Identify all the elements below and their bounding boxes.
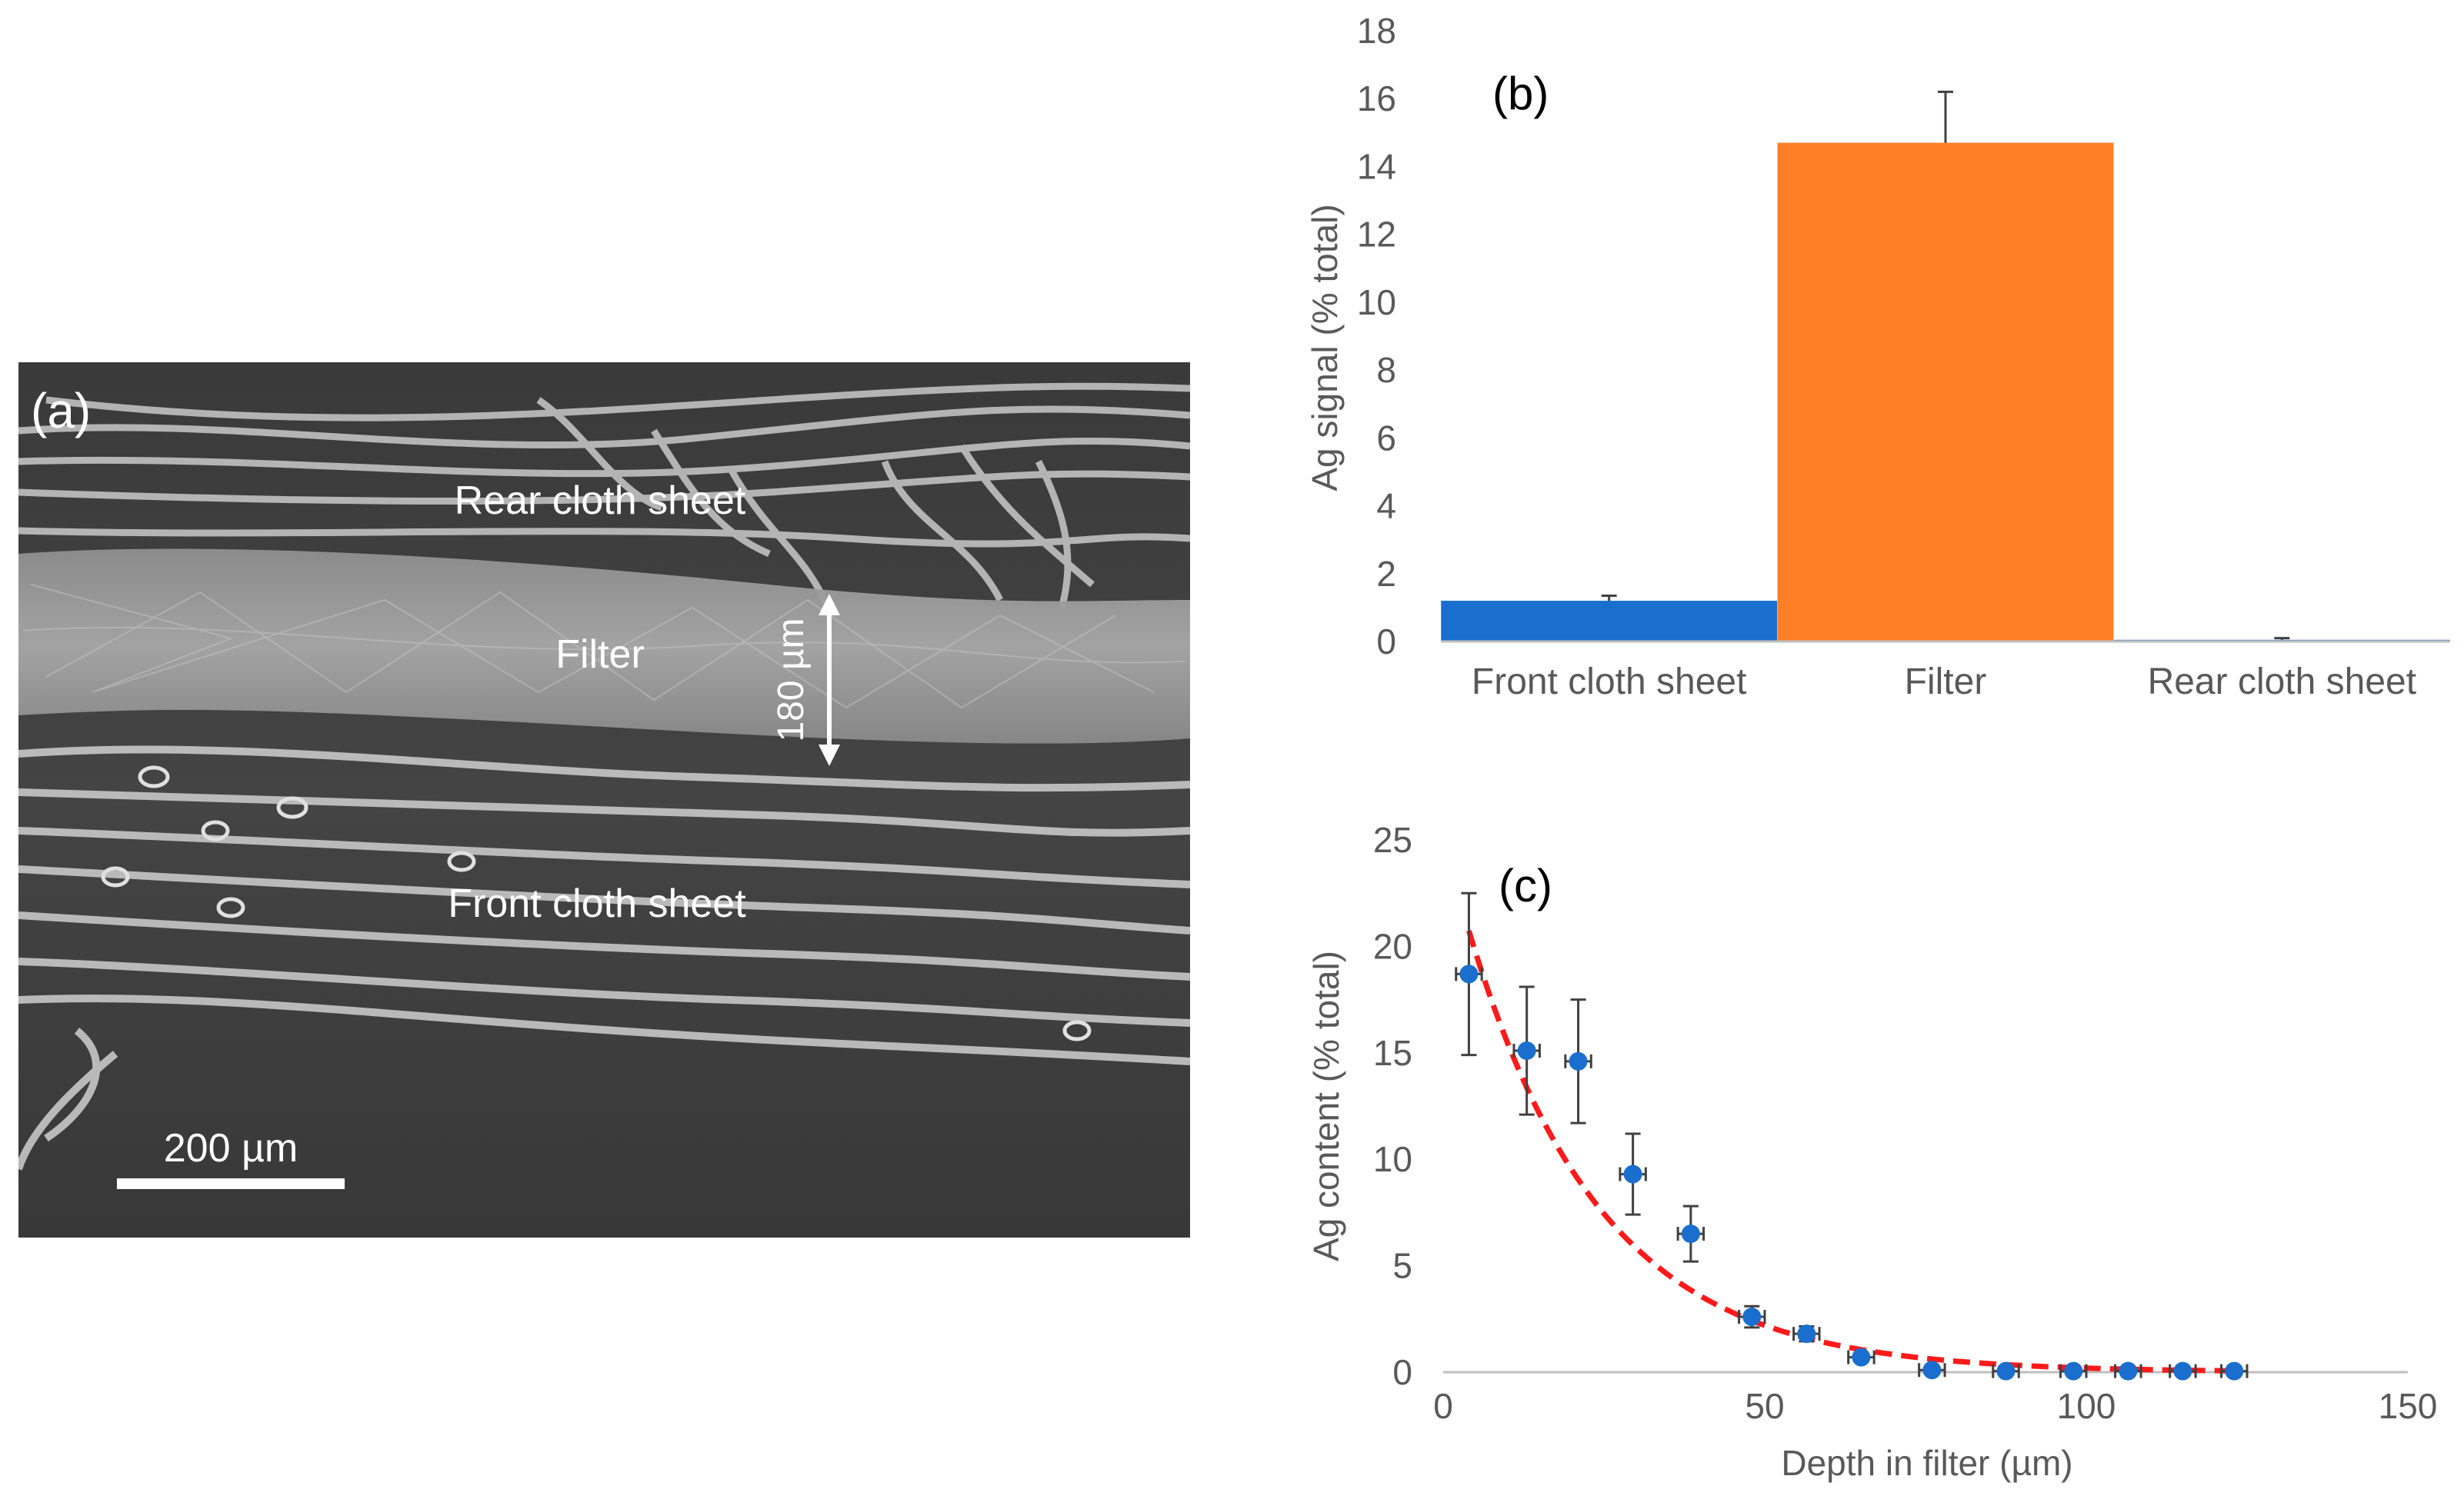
data-point <box>2225 1361 2244 1381</box>
b-y-tick-label: 4 <box>1376 486 1396 526</box>
scale-bar-label: 200 µm <box>164 1126 298 1171</box>
c-x-tick-label: 0 <box>1433 1386 1453 1426</box>
b-x-category-label: Front cloth sheet <box>1472 661 1747 702</box>
panel-b-label: (b) <box>1492 68 1549 119</box>
panel-c-label: (c) <box>1499 860 1552 911</box>
c-x-tick-label: 50 <box>1745 1386 1784 1426</box>
data-point <box>1569 1051 1588 1071</box>
b-y-tick-label: 8 <box>1376 350 1396 390</box>
b-y-axis-title: Ag signal (% total) <box>1305 204 1345 491</box>
bar-chart: 0 2 4 6 8 10 12 14 16 18 Front cloth sheet Filter R… <box>1305 11 2450 702</box>
scale-bar <box>117 1178 345 1189</box>
c-y-tick-label: 0 <box>1392 1352 1412 1392</box>
data-point <box>1996 1361 2016 1381</box>
data-point <box>1922 1361 1942 1380</box>
data-point <box>1517 1041 1536 1061</box>
b-y-tick-label: 6 <box>1376 418 1396 458</box>
sem-micrograph: (a) Rear cloth sheet Filter Front cloth … <box>18 362 1190 1238</box>
exponential-fit-curve <box>1466 930 2235 1374</box>
c-y-tick-label: 10 <box>1373 1139 1412 1179</box>
c-y-tick-label: 20 <box>1373 926 1412 966</box>
data-point <box>1681 1224 1700 1244</box>
panel-a-label: (a) <box>31 383 91 438</box>
bar-error-bar <box>1601 594 1617 601</box>
sem-image-texture <box>18 382 1190 1171</box>
data-point <box>1852 1348 1871 1367</box>
c-y-tick-label: 25 <box>1373 820 1412 860</box>
c-x-tick-label: 150 <box>2379 1386 2438 1426</box>
b-y-tick-label: 0 <box>1376 621 1396 661</box>
filter-band <box>18 548 1190 744</box>
b-y-tick-label: 2 <box>1376 554 1396 594</box>
bar <box>1777 142 2114 642</box>
c-x-tick-label: 100 <box>2057 1386 2116 1426</box>
c-y-axis-title: Ag content (% total) <box>1306 951 1346 1261</box>
c-x-axis-title: Depth in filter (µm) <box>1781 1443 2072 1483</box>
thickness-arrow <box>819 594 840 766</box>
data-point <box>1459 965 1479 984</box>
bar-error-bar <box>2274 637 2290 640</box>
b-y-tick-label: 16 <box>1357 78 1396 118</box>
data-point <box>2064 1361 2083 1381</box>
data-point <box>1797 1324 1816 1344</box>
filter-label: Filter <box>555 632 645 677</box>
scatter-chart: 0 5 10 15 20 25 0 50 100 150 (c) Ag content (% t… <box>1306 820 2437 1483</box>
data-point <box>2119 1361 2138 1381</box>
b-y-tick-label: 10 <box>1357 282 1396 322</box>
bar-error-bar <box>1938 90 1953 143</box>
b-y-tick-label: 18 <box>1357 11 1396 51</box>
rear-cloth-sheet-label: Rear cloth sheet <box>455 478 746 523</box>
thickness-label: 180 µm <box>771 618 812 741</box>
front-cloth-sheet-label: Front cloth sheet <box>448 881 746 926</box>
b-x-category-label: Rear cloth sheet <box>2148 661 2417 702</box>
b-y-tick-label: 12 <box>1357 215 1396 255</box>
data-point <box>2173 1361 2192 1381</box>
data-point <box>1623 1164 1642 1184</box>
data-point <box>1742 1308 1762 1327</box>
bar <box>1441 601 1778 641</box>
c-y-tick-label: 5 <box>1392 1246 1412 1286</box>
b-y-tick-label: 14 <box>1357 146 1396 186</box>
b-x-category-label: Filter <box>1905 661 1987 702</box>
c-y-tick-label: 15 <box>1373 1033 1412 1073</box>
